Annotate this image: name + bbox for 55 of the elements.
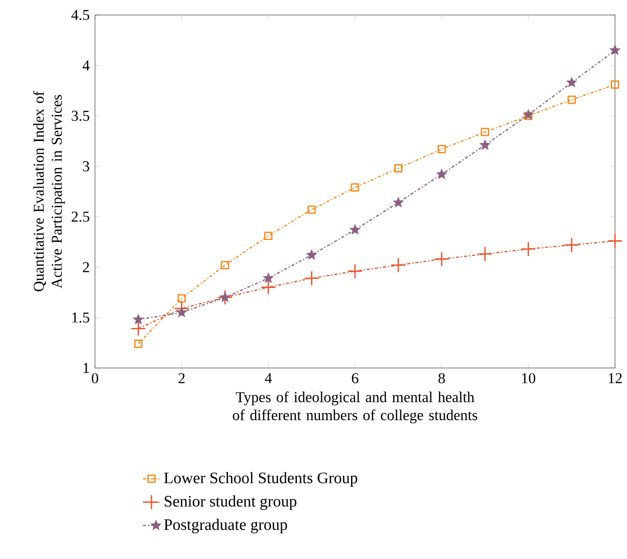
point (479, 139, 491, 150)
point (522, 108, 534, 120)
point (264, 232, 272, 240)
y-tick-label: 3 (83, 161, 90, 172)
point (178, 294, 186, 303)
y-axis-title: Quantitative Evaluation Index of Active Participation in Services (33, 91, 65, 292)
point (436, 168, 448, 180)
point (134, 340, 142, 348)
point (434, 251, 450, 267)
x-tick-label: 2 (178, 373, 185, 384)
legend-label: Lower School Students Group (164, 472, 358, 487)
y-tick-label: 4 (82, 60, 90, 70)
point (390, 257, 406, 273)
point (308, 206, 316, 214)
point (524, 112, 532, 120)
point (304, 270, 320, 286)
point (438, 144, 446, 154)
point (394, 164, 402, 172)
y-tick-label: 2 (82, 262, 89, 272)
point (477, 246, 493, 262)
point (176, 306, 188, 318)
x-axis-title: Types of ideological and mental health of different numbers of college students (232, 392, 478, 424)
point (480, 128, 490, 136)
legend-label: Senior student group (164, 495, 296, 510)
x-tick-label: 6 (352, 373, 358, 384)
point (568, 96, 576, 104)
y-tick-label: 1.5 (72, 312, 90, 323)
point (347, 264, 363, 279)
point (564, 237, 580, 253)
point (566, 76, 578, 88)
point (610, 80, 620, 89)
x-tick-label: 0 (92, 373, 98, 384)
y-tick-label: 1 (84, 363, 89, 373)
x-tick-label: 8 (438, 373, 445, 384)
y-tick-label: 3.5 (72, 110, 90, 121)
point (132, 314, 144, 324)
point (349, 224, 361, 235)
x-tick-label: 10 (522, 373, 536, 384)
point (392, 196, 404, 208)
point (130, 321, 146, 336)
point (607, 233, 623, 249)
point (220, 260, 230, 270)
point (174, 300, 190, 316)
y-tick-label: 2.5 (72, 212, 90, 222)
legend-label: Postgraduate group (164, 518, 288, 534)
point (350, 183, 360, 192)
point (520, 241, 536, 257)
x-tick-label: 12 (608, 373, 622, 384)
point (609, 44, 621, 56)
point (262, 272, 274, 284)
point (306, 249, 318, 260)
y-tick-label: 4.5 (71, 10, 90, 20)
x-tick-label: 4 (264, 373, 272, 384)
point (219, 291, 231, 302)
point (260, 280, 276, 295)
